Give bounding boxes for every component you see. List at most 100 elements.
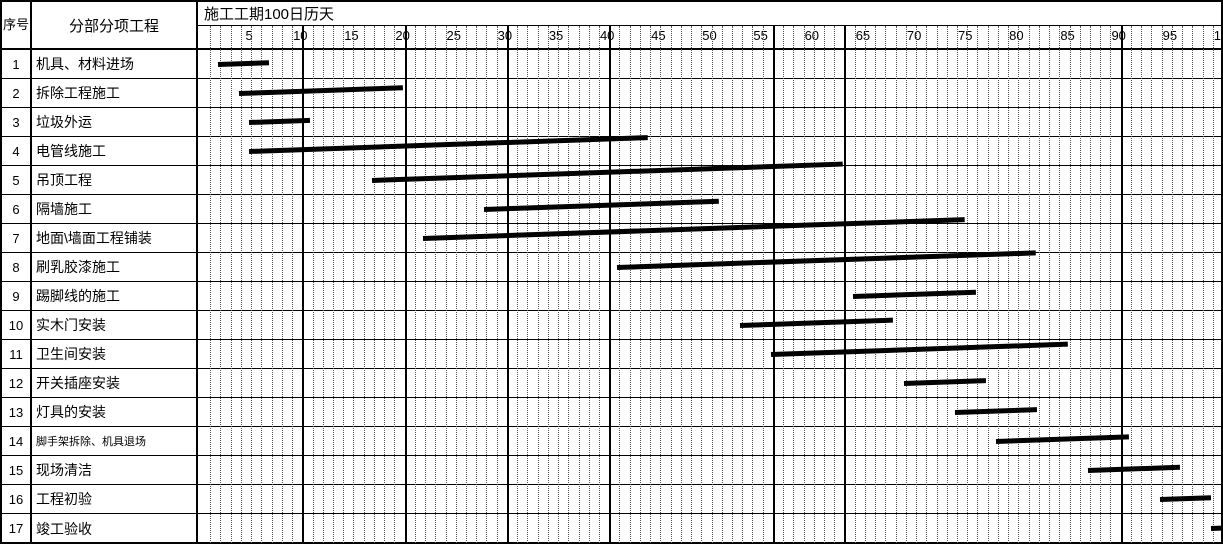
tick-label: 35 [549,28,563,43]
gantt-bar [1211,526,1221,531]
bar-cell [198,311,1221,339]
task-name-cell: 脚手架拆除、机具退场 [32,427,198,455]
tick-label: 30 [498,28,512,43]
bar-cell [198,485,1221,513]
tick-label: 20 [395,28,409,43]
task-row: 17竣工验收 [2,514,1221,543]
bar-cell [198,340,1221,368]
seq-cell: 3 [2,108,32,136]
task-name-cell: 开关插座安装 [32,369,198,397]
task-name-cell: 踢脚线的施工 [32,282,198,310]
tick-label: 70 [907,28,921,43]
gantt-bar [484,198,719,211]
task-row: 7地面\墙面工程铺装 [2,224,1221,253]
bar-cell [198,166,1221,194]
tick-label: 60 [805,28,819,43]
gantt-bar [617,250,1036,270]
task-name-cell: 竣工验收 [32,514,198,543]
seq-cell: 17 [2,514,32,543]
task-row: 11卫生间安装 [2,340,1221,369]
tick-label: 50 [702,28,716,43]
task-row: 2拆除工程施工 [2,79,1221,108]
gantt-header: 序号 分部分项工程 施工工期100日历天 5101520253035404550… [2,2,1221,50]
tick-label: 5 [246,28,253,43]
seq-cell: 5 [2,166,32,194]
gantt-bar [249,135,648,154]
bar-cell [198,282,1221,310]
task-row: 8刷乳胶漆施工 [2,253,1221,282]
bar-cell [198,253,1221,281]
timeline-title: 施工工期100日历天 [198,2,1221,26]
task-header: 分部分项工程 [32,2,198,48]
tick-label: 45 [651,28,665,43]
tick-label: 25 [447,28,461,43]
bar-cell [198,456,1221,484]
seq-cell: 10 [2,311,32,339]
task-row: 13灯具的安装 [2,398,1221,427]
bar-cell [198,427,1221,455]
gantt-bar [1088,464,1180,472]
task-row: 6隔墙施工 [2,195,1221,224]
seq-cell: 6 [2,195,32,223]
seq-cell: 2 [2,79,32,107]
seq-cell: 7 [2,224,32,252]
gantt-bar [249,117,311,124]
task-name-cell: 现场清洁 [32,456,198,484]
gantt-rows: 1机具、材料进场2拆除工程施工3垃圾外运4电管线施工5吊顶工程6隔墙施工7地面\… [2,50,1221,543]
task-name-cell: 电管线施工 [32,137,198,165]
tick-label: 80 [1009,28,1023,43]
tick-label: 15 [344,28,358,43]
gantt-bar [996,434,1129,444]
tick-label: 75 [958,28,972,43]
seq-cell: 12 [2,369,32,397]
task-row: 1机具、材料进场 [2,50,1221,79]
tick-label: 95 [1163,28,1177,43]
timeline-ticks: 510152025303540455055606570758085909510 [198,26,1221,48]
seq-cell: 11 [2,340,32,368]
task-row: 12开关插座安装 [2,369,1221,398]
gantt-bar [218,60,269,67]
task-name-cell: 拆除工程施工 [32,79,198,107]
task-name-cell: 刷乳胶漆施工 [32,253,198,281]
bar-cell [198,369,1221,397]
task-row: 4电管线施工 [2,137,1221,166]
bar-cell [198,79,1221,107]
bar-cell [198,514,1221,543]
task-row: 15现场清洁 [2,456,1221,485]
gantt-bar [955,407,1037,415]
bar-cell [198,108,1221,136]
task-row: 16工程初验 [2,485,1221,514]
task-name-cell: 吊顶工程 [32,166,198,194]
gantt-bar [239,85,403,96]
task-name-cell: 灯具的安装 [32,398,198,426]
seq-cell: 14 [2,427,32,455]
task-name-cell: 隔墙施工 [32,195,198,223]
tick-label: 10 [293,28,307,43]
timeline-header: 施工工期100日历天 51015202530354045505560657075… [198,2,1221,48]
tick-label: 85 [1060,28,1074,43]
gantt-bar [904,378,986,386]
bar-cell [198,195,1221,223]
task-name-cell: 垃圾外运 [32,108,198,136]
task-row: 10实木门安装 [2,311,1221,340]
seq-cell: 1 [2,50,32,78]
seq-cell: 8 [2,253,32,281]
task-name-cell: 卫生间安装 [32,340,198,368]
tick-label: 90 [1111,28,1125,43]
task-row: 9踢脚线的施工 [2,282,1221,311]
seq-cell: 13 [2,398,32,426]
bar-cell [198,398,1221,426]
tick-label: 65 [856,28,870,43]
task-name-cell: 机具、材料进场 [32,50,198,78]
task-name-cell: 工程初验 [32,485,198,513]
seq-header: 序号 [2,2,32,48]
seq-cell: 15 [2,456,32,484]
task-name-cell: 地面\墙面工程铺装 [32,224,198,252]
gantt-bar [1160,495,1211,502]
gantt-bar [740,317,894,327]
bar-cell [198,137,1221,165]
task-row: 3垃圾外运 [2,108,1221,137]
seq-cell: 9 [2,282,32,310]
tick-label: 55 [753,28,767,43]
bar-cell [198,224,1221,252]
